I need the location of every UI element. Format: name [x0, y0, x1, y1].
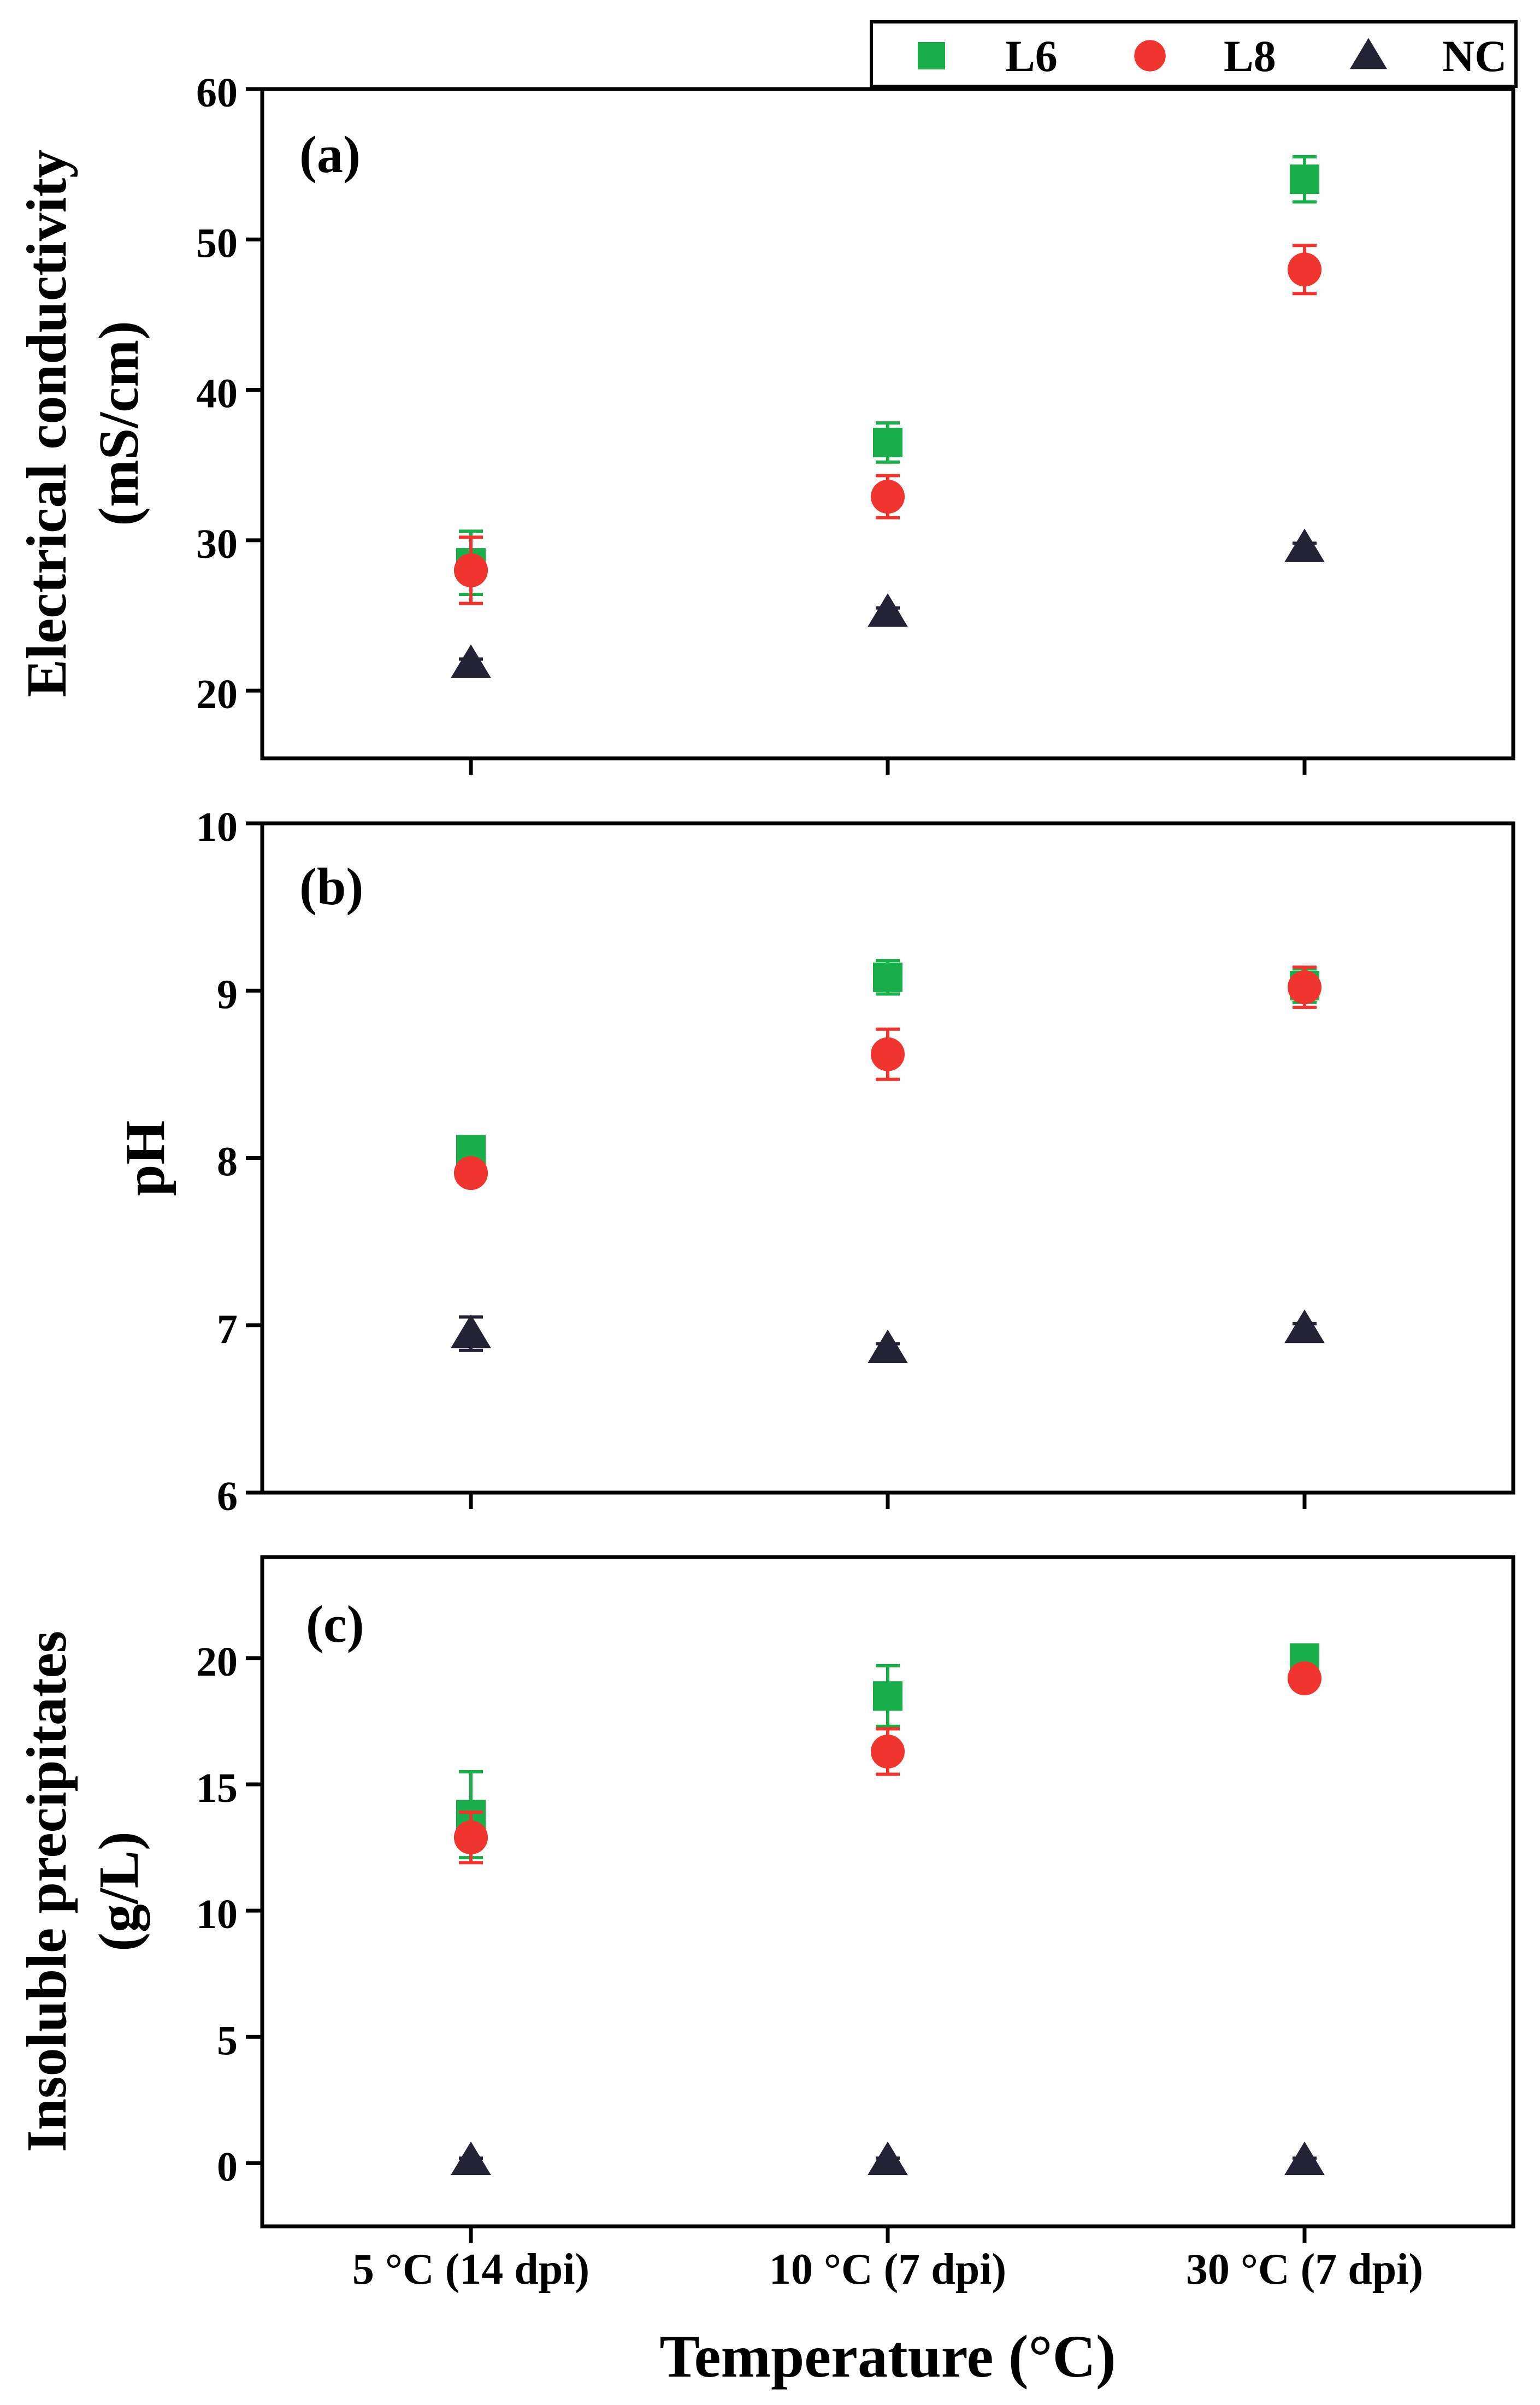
panel-c-ytick-label: 10	[196, 1891, 238, 1937]
panel-b-ytick-label: 8	[217, 1139, 238, 1185]
panel-c-l8-point	[870, 1734, 905, 1769]
panel-a-ytick-label: 30	[196, 521, 238, 567]
legend-label-nc: NC	[1442, 31, 1507, 81]
x-category-label: 5 °C (14 dpi)	[352, 2245, 589, 2294]
panel-b-ytick-label: 9	[217, 971, 238, 1017]
plot-layer: 20 30 40 50 60 6 7 8 9 10 0 5 10 15 20 5 °C (14 dpi) 10 …	[196, 31, 1507, 2294]
panel-b-nc-point	[451, 1314, 491, 1348]
panel-a-l6-point	[1290, 164, 1319, 194]
panel-c-l6-point	[873, 1681, 902, 1711]
panel-c-ytick-label: 15	[196, 1765, 238, 1811]
panel-a-label: (a)	[299, 125, 361, 184]
panel-b-l8-point	[1287, 970, 1322, 1005]
legend-label-l8: L8	[1224, 31, 1276, 81]
panel-b-ytick-label: 10	[196, 804, 238, 850]
panel-b-frame	[260, 821, 1515, 1495]
panel-b-l8-point	[870, 1037, 905, 1071]
x-axis-title: Temperature (°C)	[659, 2323, 1116, 2390]
panel-a-ytick-label: 20	[196, 671, 238, 717]
panel-b-ylabel: pH	[114, 1121, 176, 1196]
panel-b-l6-point	[873, 962, 902, 992]
panel-c-l8-point	[453, 1820, 488, 1855]
panel-a-l8-point	[453, 553, 488, 587]
panel-a-nc-point	[451, 644, 491, 678]
panel-b-nc-point	[1284, 1309, 1325, 1343]
panel-a-l8-point	[1287, 252, 1322, 287]
panel-a-ylabel-line2: (mS/cm)	[87, 321, 150, 526]
panel-c-frame	[260, 1555, 1515, 2229]
panel-c-nc-point	[868, 2141, 908, 2176]
panel-c-ylabel-line1: Insoluble precipitates	[15, 1631, 78, 2152]
panel-b-nc-point	[868, 1329, 908, 1363]
panel-a-ytick-label: 50	[196, 220, 238, 266]
panel-b-l8-point	[453, 1156, 488, 1190]
panel-a-l8-point	[870, 479, 905, 514]
panel-c-label: (c)	[306, 1595, 364, 1653]
legend-label-l6: L6	[1005, 31, 1058, 81]
panel-c-ytick-label: 5	[217, 2018, 238, 2064]
panel-c-ylabel-line2: (g/L)	[87, 1831, 150, 1952]
panel-a-ytick-label: 60	[196, 70, 238, 116]
panel-b-ytick-label: 6	[217, 1473, 238, 1519]
panel-a-ytick-label: 40	[196, 371, 238, 417]
x-category-label: 10 °C (7 dpi)	[769, 2245, 1006, 2294]
legend-marker-l6	[918, 42, 945, 69]
panel-a-ylabel-line1: Electrical conductivity	[15, 150, 78, 697]
panel-b-label: (b)	[299, 857, 363, 916]
legend-marker-nc	[1349, 38, 1388, 69]
legend-box	[870, 20, 1518, 88]
panel-b-ytick-label: 7	[217, 1306, 238, 1352]
panel-a-nc-point	[1284, 528, 1325, 562]
x-category-label: 30 °C (7 dpi)	[1186, 2245, 1423, 2294]
panel-c-l8-point	[1287, 1661, 1322, 1695]
panel-c-nc-point	[1284, 2141, 1325, 2176]
legend-marker-l8	[1134, 40, 1166, 72]
panel-c-ytick-label: 0	[217, 2144, 238, 2190]
panel-a-nc-point	[868, 593, 908, 627]
panel-c-nc-point	[451, 2141, 491, 2176]
panel-c-ytick-label: 20	[196, 1639, 238, 1685]
panel-a-l6-point	[873, 427, 902, 457]
